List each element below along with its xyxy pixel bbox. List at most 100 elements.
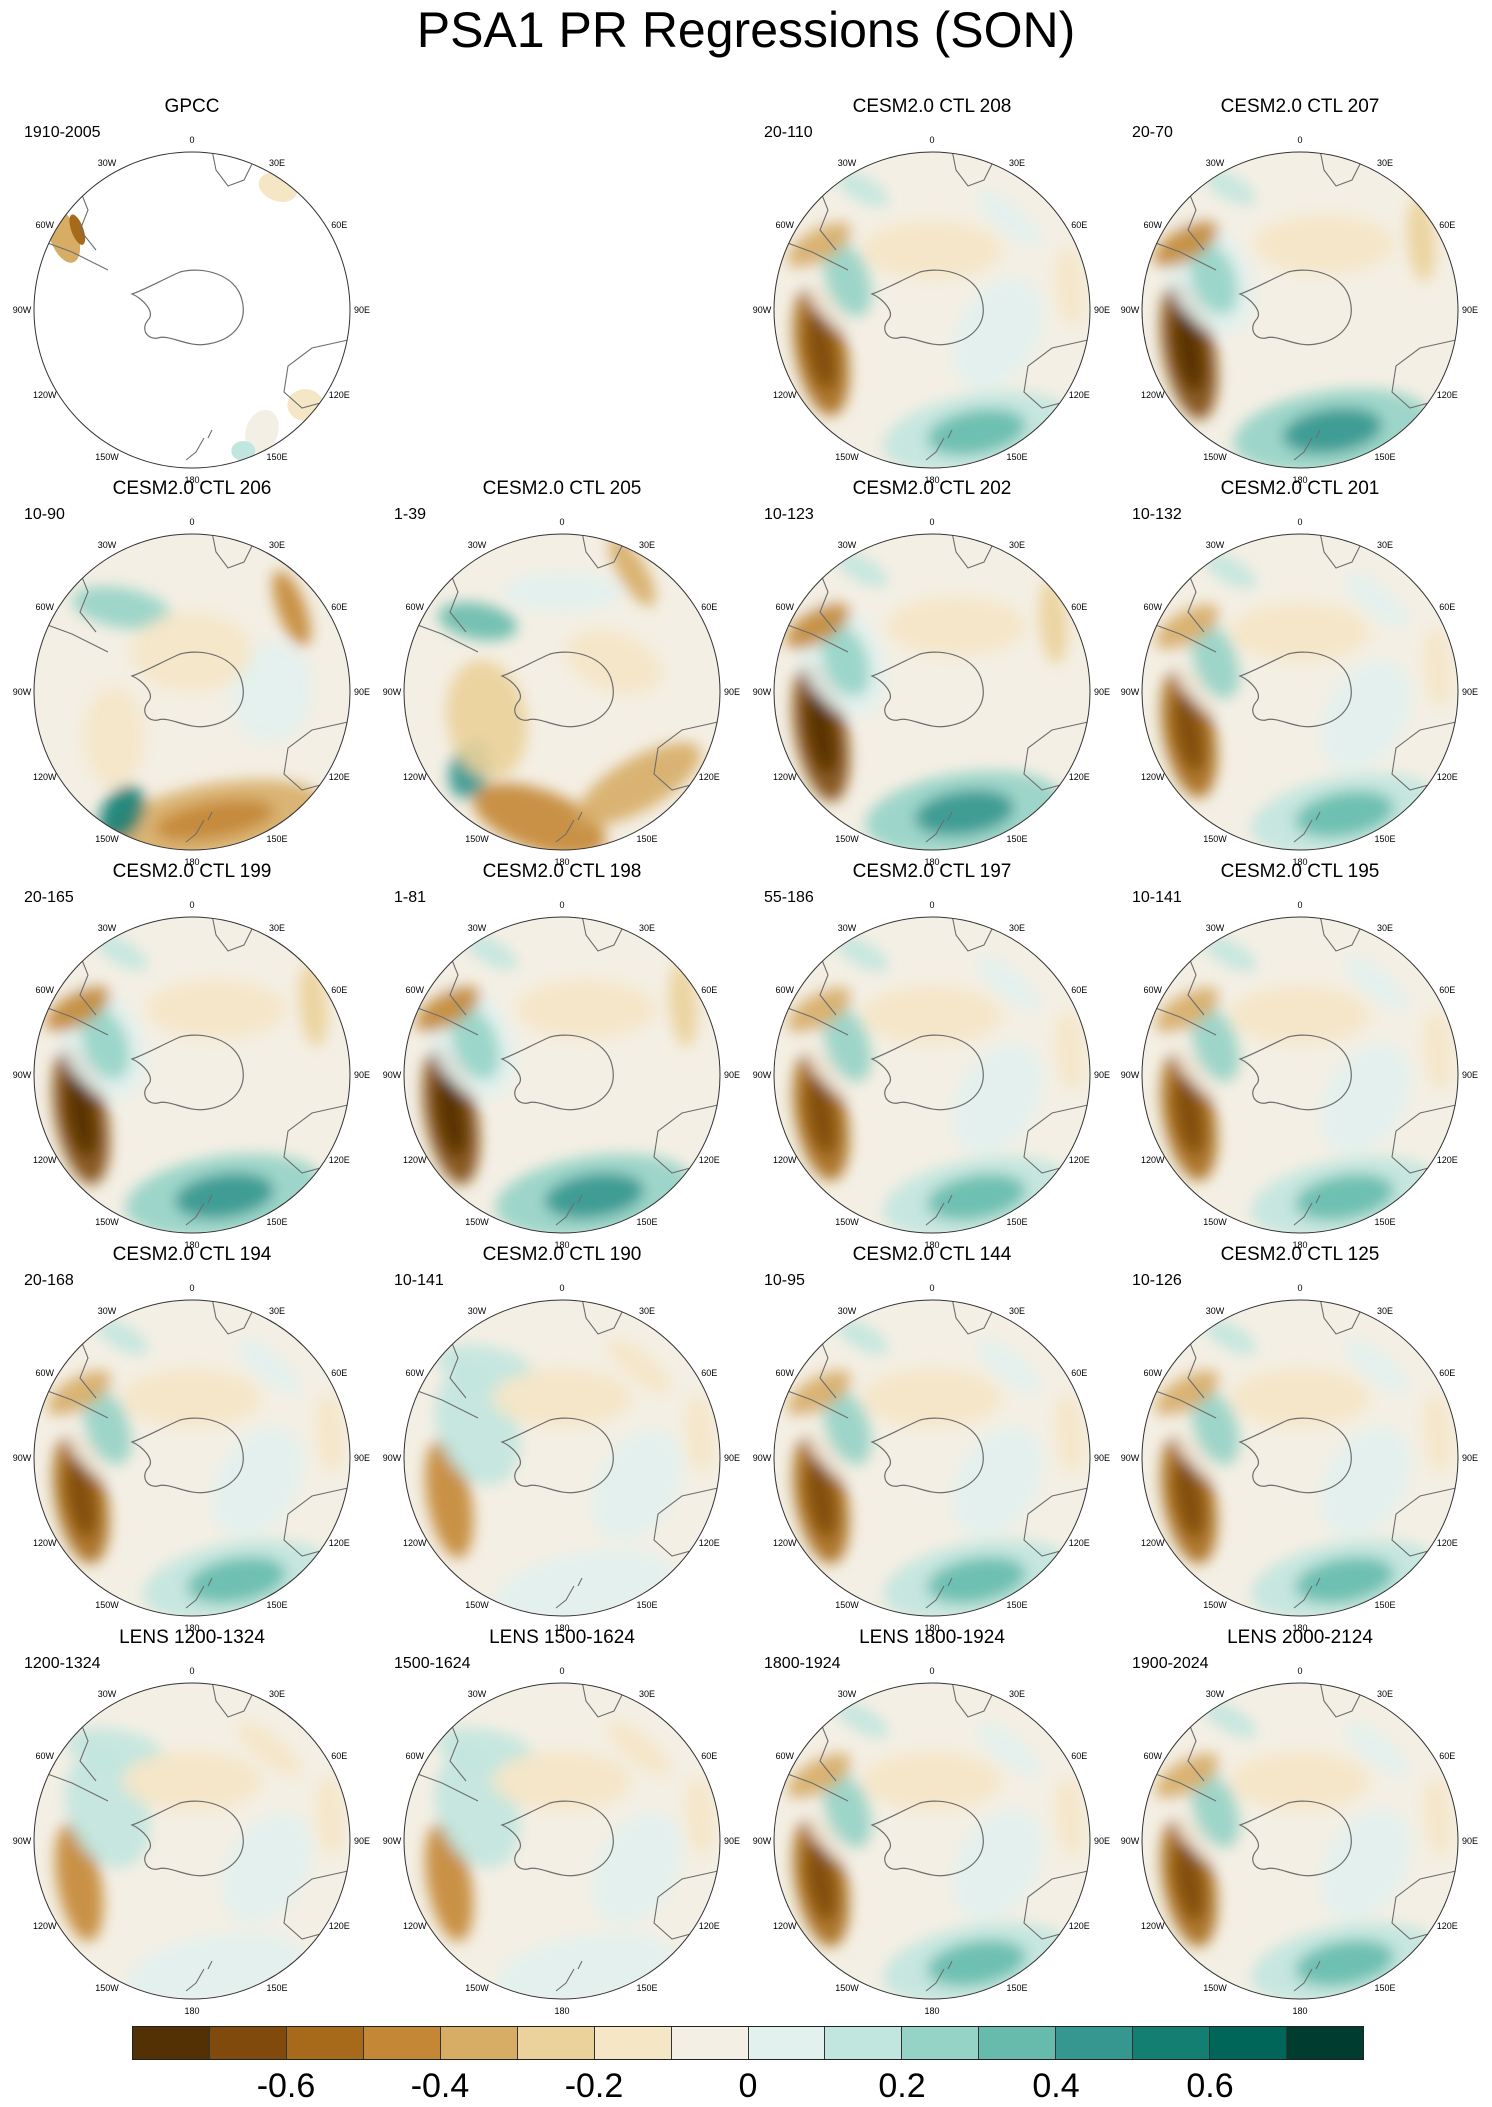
contour-blob bbox=[1190, 1771, 1241, 1849]
contour-blob bbox=[492, 1751, 632, 1811]
longitude-label: 30E bbox=[639, 923, 655, 933]
polar-map: 0 30E 60E 90E 120E 150E 180 150W 120W 90W 60W 30W bbox=[383, 900, 740, 1250]
contour-blob bbox=[951, 1426, 1044, 1538]
map-boundary bbox=[773, 533, 1091, 851]
figure-title: PSA1 PR Regressions (SON) bbox=[416, 2, 1076, 58]
new-zealand-coastline bbox=[925, 811, 953, 843]
africa-coastline bbox=[581, 1300, 625, 1335]
new-zealand-coastline bbox=[185, 1960, 213, 1992]
longitude-label: 120W bbox=[403, 1155, 427, 1165]
longitude-label: 0 bbox=[929, 1283, 934, 1293]
contour-blob bbox=[438, 602, 518, 641]
longitude-label: 90W bbox=[1121, 687, 1140, 697]
longitude-label: 150E bbox=[636, 1983, 657, 1993]
longitude-label: 150W bbox=[1203, 834, 1227, 844]
longitude-label: 120E bbox=[699, 1155, 720, 1165]
contour-blob bbox=[1319, 1809, 1412, 1921]
map-panel-ctl197: 0 30E 60E 90E 120E 150E 180 150W 120W 90W 60W 30W C… bbox=[752, 861, 1112, 1250]
longitude-label: 90W bbox=[13, 1836, 32, 1846]
longitude-label: 90W bbox=[13, 687, 32, 697]
longitude-label: 60E bbox=[1071, 1751, 1087, 1761]
map-panel-lens1200: 0 30E 60E 90E 120E 150E 180 150W 120W 90W 60W 30W L… bbox=[12, 1627, 372, 2016]
contour-blob bbox=[1153, 221, 1218, 267]
map-panel-ctl206: 0 30E 60E 90E 120E 150E 180 150W 120W 90W 60W 30W C… bbox=[12, 478, 372, 867]
longitude-label: 120W bbox=[773, 1921, 797, 1931]
polar-map: 0 30E 60E 90E 120E 150E 180 150W 120W 90W 60W 30W bbox=[383, 1283, 740, 1633]
panel-title: CESM2.0 CTL 194 bbox=[112, 1244, 272, 1265]
contour-blob bbox=[237, 1338, 302, 1394]
longitude-label: 60E bbox=[1071, 602, 1087, 612]
antarctica-coastline bbox=[870, 1034, 984, 1111]
longitude-label: 180 bbox=[554, 2006, 569, 2016]
map-boundary bbox=[773, 151, 1091, 469]
panel-years: 1800-1924 bbox=[764, 1655, 841, 1672]
longitude-label: 30W bbox=[1206, 1306, 1225, 1316]
longitude-label: 120W bbox=[403, 1538, 427, 1548]
map-panel-ctl205: 0 30E 60E 90E 120E 150E 180 150W 120W 90W 60W 30W C… bbox=[382, 478, 742, 867]
contour-blob bbox=[805, 690, 837, 774]
longitude-label: 30W bbox=[838, 1306, 857, 1316]
contour-blob bbox=[94, 933, 148, 971]
polar-map: 0 30E 60E 90E 120E 150E 180 150W 120W 90W 60W 30W bbox=[13, 900, 370, 1250]
longitude-label: 90E bbox=[724, 1836, 740, 1846]
longitude-label: 150W bbox=[835, 1217, 859, 1227]
colorbar-tick-label: -0.6 bbox=[256, 2067, 316, 2105]
longitude-label: 180 bbox=[554, 1240, 569, 1250]
panel-years: 20-110 bbox=[764, 124, 813, 141]
longitude-label: 30W bbox=[838, 923, 857, 933]
longitude-label: 150E bbox=[1006, 1600, 1027, 1610]
contour-blob bbox=[862, 1751, 1002, 1811]
longitude-label: 90E bbox=[1462, 687, 1478, 697]
map-boundary bbox=[773, 1682, 1091, 2000]
contour-blob bbox=[787, 1370, 852, 1416]
contour-blob bbox=[1173, 1458, 1205, 1538]
contour-blob bbox=[1203, 552, 1257, 590]
contour-blob bbox=[685, 1776, 715, 1857]
map-panel-lens2000: 0 30E 60E 90E 120E 150E 180 150W 120W 90W 60W 30W L… bbox=[1120, 1627, 1480, 2016]
longitude-label: 0 bbox=[1297, 517, 1302, 527]
polar-map: 0 30E 60E 90E 120E 150E 180 150W 120W 90W 60W 30W bbox=[383, 1666, 740, 2016]
longitude-label: 60W bbox=[36, 1751, 55, 1761]
longitude-label: 150W bbox=[835, 452, 859, 462]
contour-blob bbox=[1155, 987, 1220, 1033]
contour-blob bbox=[1155, 1370, 1220, 1416]
longitude-label: 90E bbox=[1462, 1453, 1478, 1463]
longitude-label: 90W bbox=[753, 687, 772, 697]
panel-title: CESM2.0 CTL 144 bbox=[852, 1244, 1012, 1265]
longitude-label: 30W bbox=[468, 540, 487, 550]
longitude-label: 120W bbox=[403, 1921, 427, 1931]
longitude-label: 150E bbox=[1374, 834, 1395, 844]
longitude-label: 60W bbox=[406, 1368, 425, 1378]
longitude-label: 120W bbox=[1141, 390, 1165, 400]
longitude-label: 120E bbox=[1069, 1538, 1090, 1548]
contour-blob bbox=[1345, 572, 1410, 628]
longitude-label: 60E bbox=[331, 1368, 347, 1378]
contour-blob bbox=[1230, 1368, 1370, 1428]
map-panel-ctl208: 0 30E 60E 90E 120E 150E 180 150W 120W 90W 60W 30W C… bbox=[752, 96, 1112, 485]
panel-title: CESM2.0 CTL 208 bbox=[852, 96, 1012, 117]
longitude-label: 120E bbox=[699, 1538, 720, 1548]
new-zealand-coastline bbox=[555, 811, 583, 843]
contour-blob bbox=[685, 1393, 715, 1474]
antarctica-coastline bbox=[130, 1800, 244, 1877]
map-panel-ctl202: 0 30E 60E 90E 120E 150E 180 150W 120W 90W 60W 30W C… bbox=[752, 478, 1112, 867]
colorbar-swatch bbox=[1133, 2027, 1211, 2059]
longitude-label: 60W bbox=[776, 602, 795, 612]
longitude-label: 30W bbox=[1206, 540, 1225, 550]
longitude-label: 30W bbox=[98, 1306, 117, 1316]
contour-blob bbox=[885, 596, 1026, 657]
longitude-label: 0 bbox=[1297, 900, 1302, 910]
longitude-label: 120W bbox=[403, 772, 427, 782]
longitude-label: 120W bbox=[33, 1155, 57, 1165]
colorbar-swatch bbox=[979, 2027, 1057, 2059]
contour-blob bbox=[65, 1073, 97, 1157]
longitude-label: 150W bbox=[1203, 1600, 1227, 1610]
contour-blob bbox=[221, 1812, 314, 1925]
contour-blob bbox=[1203, 1318, 1257, 1356]
contour-blob bbox=[1202, 168, 1256, 206]
contour-blob bbox=[1345, 1338, 1410, 1394]
contour-blob bbox=[834, 550, 888, 588]
new-zealand-coastline bbox=[925, 429, 953, 461]
longitude-label: 90W bbox=[1121, 1453, 1140, 1463]
africa-coastline bbox=[211, 152, 255, 187]
